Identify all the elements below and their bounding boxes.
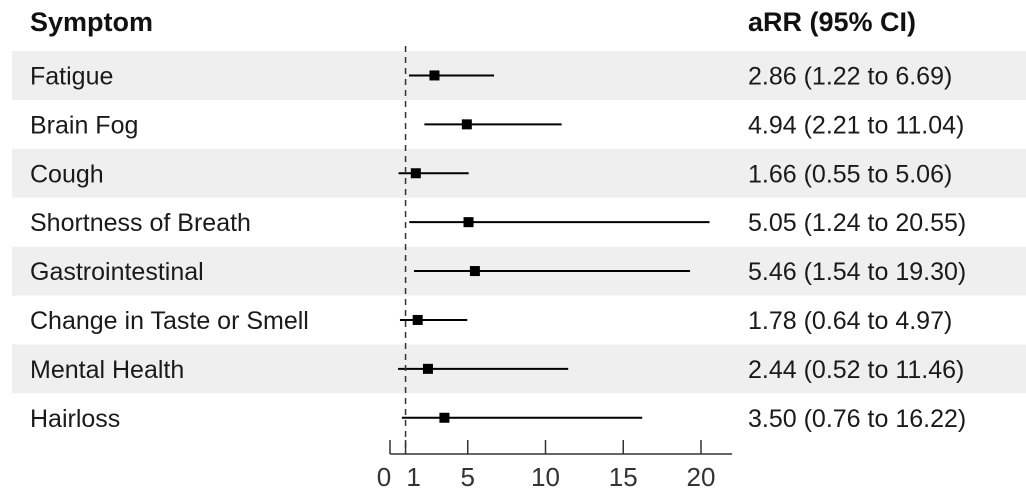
estimate-text: 5.46 (1.54 to 19.30): [748, 258, 966, 286]
symptom-label: Change in Taste or Smell: [30, 307, 309, 335]
symptom-label: Mental Health: [30, 356, 184, 384]
symptom-label: Gastrointestinal: [30, 258, 204, 286]
symptom-label: Shortness of Breath: [30, 209, 251, 237]
estimate-texts: 2.86 (1.22 to 6.69) 4.94 (2.21 to 11.04) 1…: [748, 62, 966, 432]
x-tick-label: 0: [377, 462, 391, 492]
x-tick-label: 10: [531, 462, 560, 492]
point-estimate: [469, 266, 480, 277]
estimate-text: 4.94 (2.21 to 11.04): [748, 111, 964, 139]
estimate-text: 5.05 (1.24 to 20.55): [748, 209, 966, 237]
estimate-text: 1.66 (0.55 to 5.06): [748, 160, 952, 188]
estimate-text: 2.86 (1.22 to 6.69): [748, 62, 952, 90]
symptom-labels: Fatigue Brain Fog Cough Shortness of Breath…: [30, 62, 309, 432]
row-stripe: [12, 51, 1026, 100]
row-stripe: [12, 148, 1026, 198]
symptom-header: Symptom: [30, 7, 153, 37]
point-estimate: [429, 70, 440, 81]
point-estimate: [410, 168, 421, 179]
symptom-label: Cough: [30, 160, 104, 188]
point-estimate: [461, 119, 472, 130]
x-tick-label: 1: [406, 462, 420, 492]
forest-marks: [398, 46, 710, 454]
symptom-label: Fatigue: [30, 62, 113, 90]
estimate-text: 3.50 (0.76 to 16.22): [748, 405, 966, 433]
row-stripes: [12, 51, 1026, 394]
x-tick-label: 20: [687, 462, 716, 492]
symptom-label: Hairloss: [30, 405, 120, 433]
symptom-label: Brain Fog: [30, 111, 138, 139]
point-estimate: [439, 412, 450, 423]
estimate-header: aRR (95% CI): [748, 7, 916, 37]
x-tick-label: 5: [461, 462, 475, 492]
x-axis: 0 1 5 10 15 20: [377, 440, 733, 492]
x-tick-label: 15: [609, 462, 638, 492]
point-estimate: [463, 217, 474, 228]
point-estimate: [412, 314, 423, 325]
point-estimate: [422, 363, 433, 374]
estimate-text: 1.78 (0.64 to 4.97): [748, 307, 952, 335]
estimate-text: 2.44 (0.52 to 11.46): [748, 356, 964, 384]
